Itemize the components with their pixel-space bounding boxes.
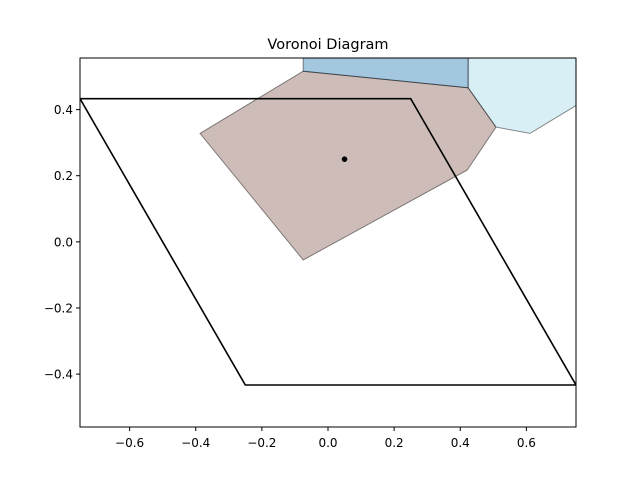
x-tick-label: 0.0 <box>318 436 337 450</box>
y-tick-label: −0.4 <box>44 368 73 382</box>
x-tick-label: 0.2 <box>385 436 404 450</box>
y-axis: −0.4 −0.2 0.0 0.2 0.4 <box>44 103 80 382</box>
y-tick-label: −0.2 <box>44 301 73 315</box>
y-tick-label: 0.0 <box>54 235 73 249</box>
chart-title: Voronoi Diagram <box>267 37 388 53</box>
outline-polygon <box>80 97 576 386</box>
x-tick-label: −0.4 <box>181 436 210 450</box>
x-tick-label: 0.6 <box>517 436 536 450</box>
y-tick-label: 0.4 <box>54 103 73 117</box>
data-point-1 <box>341 156 348 162</box>
points-layer <box>341 156 348 162</box>
x-tick-label: −0.6 <box>115 436 144 450</box>
x-tick-label: −0.2 <box>247 436 276 450</box>
x-axis: −0.6 −0.4 −0.2 0.0 0.2 0.4 0.6 <box>115 427 536 450</box>
y-tick-label: 0.2 <box>54 169 73 183</box>
outline-layer <box>80 97 576 386</box>
voronoi-region-3 <box>467 58 576 134</box>
x-tick-label: 0.4 <box>451 436 470 450</box>
